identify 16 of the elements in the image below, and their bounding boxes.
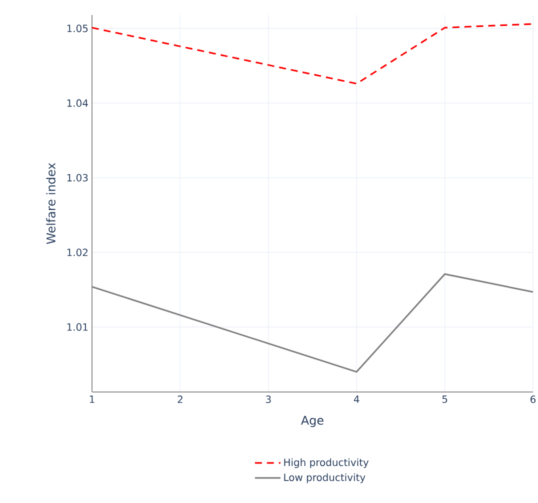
y-axis-title: Welfare index: [46, 162, 56, 244]
y-tick-label: 1.05: [67, 24, 88, 32]
y-tick-label: 1.03: [67, 174, 88, 182]
x-tick-label: 6: [530, 396, 536, 404]
x-tick-label: 3: [266, 396, 271, 404]
y-tick-label: 1.01: [67, 323, 88, 331]
y-tick-label: 1.04: [67, 99, 88, 107]
legend-label: Low productivity: [284, 473, 366, 484]
x-tick-label: 5: [442, 396, 448, 403]
line-series: [92, 23, 533, 84]
y-tick-label: 1.02: [67, 248, 88, 256]
legend-label: High productivity: [284, 458, 369, 468]
x-tick-label: 4: [354, 396, 360, 403]
x-tick-label: 2: [178, 396, 182, 403]
x-tick-label: 1: [90, 396, 94, 403]
x-axis-title: Age: [301, 416, 324, 428]
